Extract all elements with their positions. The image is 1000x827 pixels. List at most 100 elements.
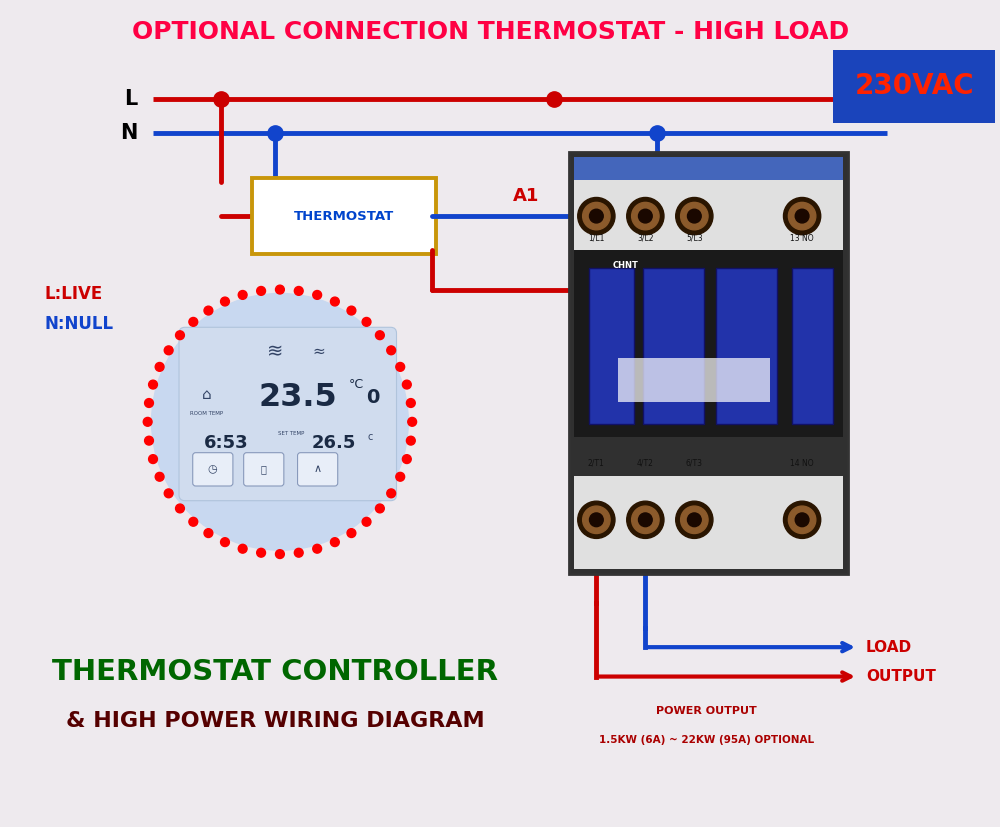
Circle shape (788, 506, 816, 533)
Text: THERMOSTAT: THERMOSTAT (293, 209, 394, 222)
Text: N:NULL: N:NULL (45, 315, 114, 332)
Circle shape (396, 362, 405, 371)
Circle shape (238, 290, 247, 299)
Text: OUTPUT: OUTPUT (866, 669, 936, 684)
Text: 13 NO: 13 NO (790, 233, 814, 242)
Circle shape (347, 306, 356, 315)
Text: ≈: ≈ (313, 344, 325, 359)
Circle shape (143, 418, 152, 426)
Text: ⌂: ⌂ (202, 387, 211, 402)
FancyBboxPatch shape (574, 476, 843, 569)
Circle shape (330, 297, 339, 306)
FancyBboxPatch shape (574, 251, 843, 437)
Circle shape (632, 203, 659, 230)
Text: 23.5: 23.5 (258, 382, 337, 413)
Circle shape (632, 506, 659, 533)
Circle shape (638, 209, 652, 223)
FancyBboxPatch shape (574, 157, 843, 179)
Circle shape (149, 455, 157, 463)
Circle shape (681, 506, 708, 533)
Circle shape (152, 294, 408, 550)
FancyBboxPatch shape (833, 50, 995, 123)
FancyBboxPatch shape (574, 157, 843, 251)
Circle shape (362, 518, 371, 526)
Circle shape (164, 489, 173, 498)
Circle shape (164, 346, 173, 355)
Text: c: c (367, 432, 373, 442)
Text: 230VAC: 230VAC (854, 72, 974, 100)
Circle shape (627, 198, 664, 235)
Text: °C: °C (349, 378, 364, 391)
Circle shape (387, 346, 396, 355)
Text: SET TEMP: SET TEMP (278, 431, 305, 436)
Circle shape (313, 544, 322, 553)
Circle shape (347, 528, 356, 538)
Circle shape (375, 504, 384, 513)
FancyBboxPatch shape (193, 452, 233, 486)
Circle shape (221, 297, 229, 306)
Text: 5/L3: 5/L3 (686, 233, 703, 242)
Circle shape (638, 513, 652, 527)
Circle shape (687, 513, 701, 527)
Circle shape (788, 203, 816, 230)
Circle shape (590, 513, 603, 527)
Circle shape (189, 318, 198, 327)
Circle shape (238, 544, 247, 553)
Circle shape (583, 506, 610, 533)
Text: ◷: ◷ (207, 464, 217, 475)
Circle shape (676, 501, 713, 538)
Circle shape (681, 203, 708, 230)
Text: 0: 0 (366, 388, 380, 407)
Circle shape (257, 286, 266, 295)
Circle shape (627, 501, 664, 538)
Circle shape (396, 472, 405, 481)
Circle shape (387, 489, 396, 498)
Circle shape (155, 472, 164, 481)
Text: L: L (125, 88, 138, 108)
Circle shape (145, 399, 153, 408)
Text: 2/T1: 2/T1 (588, 459, 605, 468)
Circle shape (204, 528, 213, 538)
Text: CHNT: CHNT (613, 261, 639, 270)
Text: 3/L2: 3/L2 (637, 233, 654, 242)
Circle shape (402, 455, 411, 463)
Text: N: N (120, 123, 138, 143)
Text: POWER OUTPUT: POWER OUTPUT (656, 705, 756, 716)
Circle shape (330, 538, 339, 547)
Text: A1: A1 (513, 188, 540, 205)
Circle shape (783, 198, 821, 235)
Text: THERMOSTAT CONTROLLER: THERMOSTAT CONTROLLER (52, 657, 498, 686)
Circle shape (795, 209, 809, 223)
FancyBboxPatch shape (792, 268, 833, 423)
Circle shape (294, 548, 303, 557)
Circle shape (276, 285, 284, 294)
Text: 14 NO: 14 NO (790, 459, 814, 468)
Text: 1.5KW (6A) ~ 22KW (95A) OPTIONAL: 1.5KW (6A) ~ 22KW (95A) OPTIONAL (599, 735, 814, 745)
Text: 26.5: 26.5 (312, 434, 356, 452)
Text: 1/L1: 1/L1 (588, 233, 605, 242)
FancyBboxPatch shape (244, 452, 284, 486)
Text: 6/T3: 6/T3 (686, 459, 703, 468)
Circle shape (783, 501, 821, 538)
Circle shape (687, 209, 701, 223)
Circle shape (145, 436, 153, 445)
FancyBboxPatch shape (618, 358, 770, 402)
Circle shape (294, 286, 303, 295)
Text: 6:53: 6:53 (204, 434, 248, 452)
Text: ⏰: ⏰ (260, 464, 266, 475)
Text: 4/T2: 4/T2 (637, 459, 654, 468)
Circle shape (221, 538, 229, 547)
Text: A2: A2 (824, 188, 850, 205)
Circle shape (402, 380, 411, 389)
FancyBboxPatch shape (643, 268, 704, 423)
Circle shape (276, 550, 284, 558)
Circle shape (375, 331, 384, 340)
Text: ∧: ∧ (313, 464, 321, 475)
Circle shape (189, 518, 198, 526)
Circle shape (257, 548, 266, 557)
Circle shape (590, 209, 603, 223)
FancyBboxPatch shape (179, 327, 397, 500)
Circle shape (578, 501, 615, 538)
Circle shape (155, 362, 164, 371)
Text: ROOM TEMP: ROOM TEMP (190, 412, 223, 417)
